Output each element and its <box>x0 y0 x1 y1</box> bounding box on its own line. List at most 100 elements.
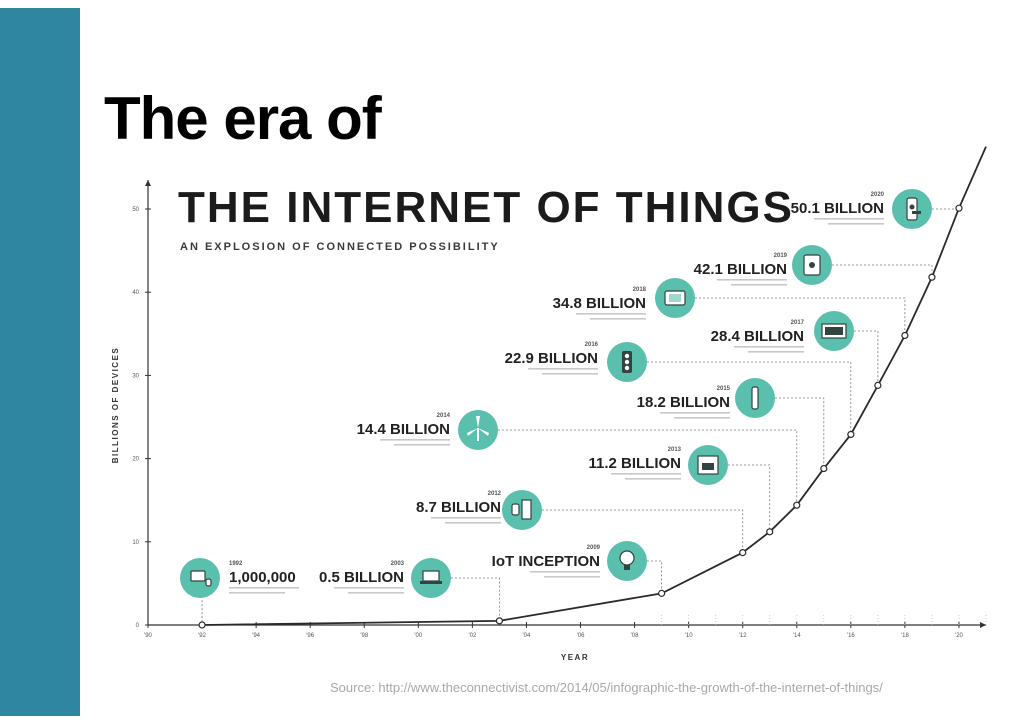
annotation-value: 0.5 BILLION <box>319 569 404 586</box>
annotation-value: 28.4 BILLION <box>711 328 804 345</box>
data-point <box>793 501 801 509</box>
fine-print-line <box>625 478 681 480</box>
fine-print-line <box>445 522 501 524</box>
data-point <box>820 464 828 473</box>
y-tick-label: 50 <box>132 207 139 213</box>
y-tick-label: 30 <box>132 373 139 379</box>
fine-print-line <box>348 592 404 594</box>
annotation-2019: 2019 42.1 BILLION <box>694 245 832 286</box>
x-axis-arrow <box>980 622 986 628</box>
monitor-icon <box>821 323 847 339</box>
source-citation: Source: http://www.theconnectivist.com/2… <box>330 680 883 695</box>
y-axis-label: BILLIONS OF DEVICES <box>111 347 120 464</box>
fine-print-line <box>734 346 804 348</box>
leader-line <box>647 560 663 594</box>
fine-print-line <box>828 223 884 225</box>
fine-print-line <box>576 313 646 315</box>
lightbulb-icon <box>619 550 635 570</box>
data-point <box>198 621 206 629</box>
annotation-value: 11.2 BILLION <box>588 455 681 472</box>
slide-title: The era of <box>104 85 382 152</box>
laptop-icon <box>420 570 442 584</box>
x-tick-label: '10 <box>685 633 693 639</box>
fine-print-line <box>530 571 600 573</box>
data-point <box>658 589 666 597</box>
slide-accent-bar <box>0 8 80 716</box>
fine-print-line <box>674 417 730 419</box>
door-lock-icon <box>906 197 921 221</box>
fine-print-line <box>380 439 450 441</box>
annotation-value: 1,000,000 <box>229 569 296 586</box>
fine-print-line <box>528 368 598 370</box>
annotation-value: 34.8 BILLION <box>553 295 646 312</box>
data-point <box>955 204 963 212</box>
leader-line <box>498 429 798 506</box>
annotation-2020: 2020 50.1 BILLION <box>791 189 932 229</box>
x-tick-label: '02 <box>468 633 476 639</box>
leader-line <box>832 264 933 278</box>
fine-print-line <box>334 587 404 589</box>
leader-line <box>451 577 500 621</box>
x-tick-label: '08 <box>631 633 639 639</box>
annotation-2003: 2003 0.5 BILLION <box>319 558 451 598</box>
power-outlet-icon <box>803 254 821 276</box>
x-tick-label: '04 <box>523 633 531 639</box>
chart-subtitle: AN EXPLOSION OF CONNECTED POSSIBILITY <box>180 241 500 253</box>
x-tick-label: '06 <box>577 633 585 639</box>
x-tick-label: '92 <box>198 633 206 639</box>
x-tick-label: '14 <box>793 633 801 639</box>
annotation-2009: 2009 IoT INCEPTION <box>492 541 647 581</box>
annotation-2012: 2012 8.7 BILLION <box>416 490 542 530</box>
annotation-value: IoT INCEPTION <box>492 553 600 570</box>
x-tick-label: '20 <box>955 633 963 639</box>
x-tick-label: '90 <box>144 633 152 639</box>
y-tick-label: 0 <box>136 623 140 629</box>
data-point <box>874 381 882 389</box>
y-tick-label: 10 <box>132 540 139 546</box>
data-point <box>928 273 936 281</box>
annotation-year: 1992 <box>229 561 243 567</box>
wind-turbine-icon <box>467 416 489 441</box>
fine-print-line <box>431 517 501 519</box>
fine-print-line <box>590 318 646 320</box>
leader-line <box>932 208 960 210</box>
leader-line <box>542 509 744 553</box>
annotation-value: 22.9 BILLION <box>505 350 598 367</box>
leader-line <box>695 297 906 336</box>
x-tick-label: '96 <box>306 633 314 639</box>
annotation-value: 14.4 BILLION <box>357 421 450 438</box>
data-point <box>739 549 747 557</box>
toothbrush-icon <box>751 386 759 410</box>
annotation-year: 2003 <box>391 561 405 567</box>
watch-fridge-icon <box>511 499 532 520</box>
leader-line <box>728 464 771 532</box>
x-tick-label: '98 <box>360 633 368 639</box>
annotation-2013: 2013 11.2 BILLION <box>588 445 728 485</box>
annotation-2015: 2015 18.2 BILLION <box>637 378 775 419</box>
fine-print-line <box>394 444 450 446</box>
fine-print-line <box>748 351 804 353</box>
y-tick-label: 40 <box>132 290 139 296</box>
data-point <box>901 331 909 340</box>
plot-area: 0 10 20 30 40 50 '90 '92 '94 '96 '98 '00 '02 '04 '06 '0… <box>132 146 987 639</box>
annotation-2016: 2016 22.9 BILLION <box>505 342 647 382</box>
y-axis-arrow <box>145 180 151 186</box>
x-tick-label: '18 <box>901 633 909 639</box>
data-point <box>495 617 504 625</box>
annotation-year: 2009 <box>587 545 601 551</box>
y-tick-label: 20 <box>132 457 139 463</box>
computer-mouse-icon <box>190 570 212 587</box>
fine-print-line <box>814 218 884 220</box>
annotation-2014: 2014 14.4 BILLION <box>357 410 498 450</box>
annotation-year: 2015 <box>717 386 731 392</box>
x-tick-label: '16 <box>847 633 855 639</box>
leader-line <box>854 330 879 386</box>
oven-icon <box>697 455 719 475</box>
fine-print-line <box>542 373 598 375</box>
annotation-year: 2017 <box>791 320 805 326</box>
data-point <box>847 430 855 439</box>
annotation-value: 8.7 BILLION <box>416 499 501 516</box>
annotation-year: 2019 <box>774 253 788 259</box>
x-axis-label: YEAR <box>561 653 589 662</box>
